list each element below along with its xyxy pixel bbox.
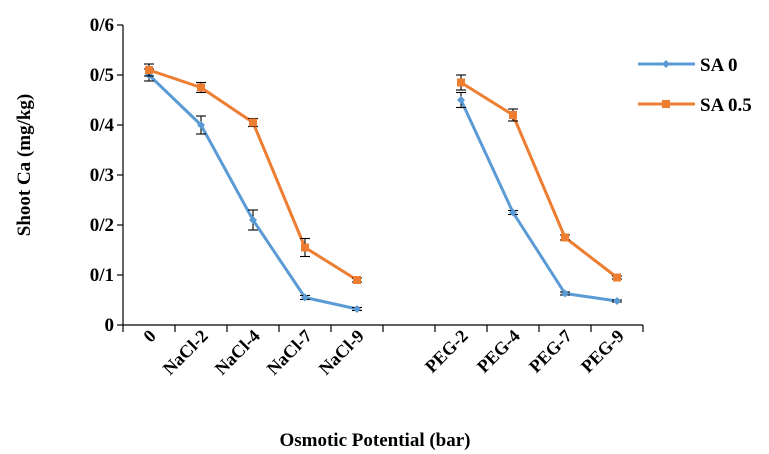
data-point [249,216,257,224]
y-tick-label: 0/6 [90,15,114,36]
series-line [460,81,618,279]
series-layer [144,63,622,313]
x-tick-label: PEG-2 [421,326,472,377]
data-point [509,111,517,119]
y-tick-label: 0 [105,315,115,336]
legend: SA 0 SA 0.5 [638,55,752,116]
data-point [301,243,309,252]
y-tick-label: 0/5 [90,65,114,86]
data-point [613,297,621,305]
data-point [301,293,309,302]
data-point [561,289,569,298]
x-tick-label: NaCl-7 [263,326,316,379]
y-axis-title: Shoot Ca (mg/kg) [14,94,35,237]
series-line [148,68,358,282]
series-1 [144,63,622,284]
x-tick-label: 0 [139,326,160,347]
y-axis: 0 0/1 0/2 0/3 0/4 0/5 0/6 [90,15,124,336]
x-tick-label: NaCl-9 [315,326,368,379]
data-point [197,121,205,129]
legend-marker [662,100,670,108]
y-tick-label: 0/1 [90,265,114,286]
data-point [353,305,361,313]
y-tick-label: 0/3 [90,165,114,186]
x-tick-label: NaCl-4 [211,326,264,379]
data-point [561,233,569,242]
data-point [457,96,465,104]
series-line [459,99,618,303]
x-tick-label: PEG-4 [473,326,524,377]
y-tick-label: 0/4 [90,115,115,136]
data-point [353,276,361,284]
y-tick-label: 0/2 [90,215,114,236]
data-point [509,208,517,217]
x-tick-label: PEG-7 [525,326,576,377]
data-point [249,118,257,127]
x-axis-title: Osmotic Potential (bar) [279,430,470,451]
data-point [613,273,621,282]
data-point [197,83,205,92]
x-tick-label: NaCl-2 [159,326,212,379]
series-0 [144,68,622,313]
legend-label: SA 0 [700,55,738,76]
series-line [147,73,358,311]
data-point [145,66,153,74]
legend-label: SA 0.5 [700,95,752,116]
x-tick-label: PEG-9 [577,326,628,377]
legend-marker [662,60,670,68]
data-point [457,78,465,87]
